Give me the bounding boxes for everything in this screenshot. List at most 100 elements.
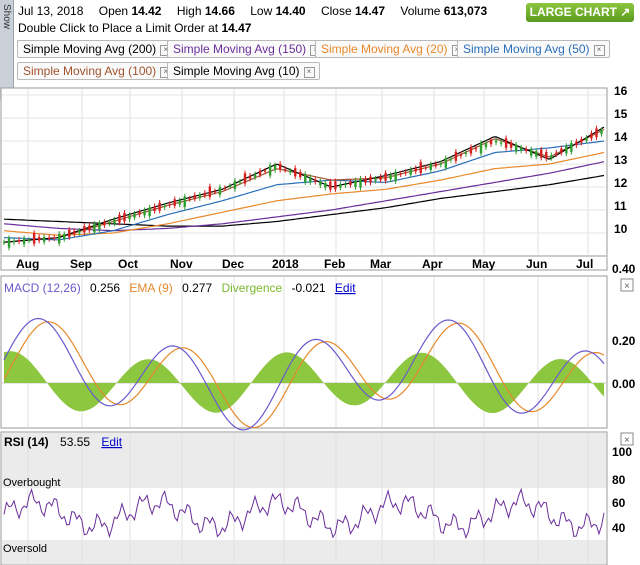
- candle-body: [535, 151, 538, 157]
- candle-body: [118, 214, 121, 223]
- candle-body: [138, 212, 141, 215]
- candle-body: [294, 168, 297, 177]
- candle-body: [103, 222, 106, 226]
- candle-body: [248, 175, 252, 179]
- limit-order-hint[interactable]: Double Click to Place a Limit Order at 1…: [18, 21, 252, 35]
- candle-body: [238, 181, 242, 183]
- candle-body: [128, 215, 131, 220]
- high-value: 14.66: [204, 4, 235, 18]
- month-label: Nov: [170, 257, 193, 271]
- macd-tick-label: 0.40: [612, 262, 636, 276]
- candle-body: [188, 198, 191, 200]
- candle-body: [304, 174, 307, 183]
- candle-body: [83, 226, 86, 233]
- candle-body: [545, 151, 548, 159]
- divergence-label: Divergence: [221, 281, 282, 295]
- candle-body: [68, 229, 71, 238]
- candle-body: [163, 205, 166, 208]
- divergence-value: -0.021: [292, 281, 326, 295]
- candle-body: [243, 173, 247, 184]
- candle-body: [374, 178, 377, 181]
- candle-body: [123, 212, 126, 222]
- candle-body: [47, 237, 51, 239]
- sma-50-button[interactable]: Simple Moving Avg (50) ×: [457, 40, 610, 58]
- candle-body: [585, 137, 588, 141]
- candle-body: [479, 142, 483, 154]
- candle-body: [258, 170, 262, 175]
- sma-200-label: Simple Moving Avg (200): [23, 42, 157, 56]
- candle-body: [580, 139, 583, 143]
- candle-body: [37, 236, 41, 241]
- candle-body: [489, 139, 493, 145]
- macd-close-icon[interactable]: [620, 278, 634, 292]
- rsi-tick-label: 100: [612, 445, 632, 459]
- candle-body: [213, 191, 217, 193]
- candle-body: [379, 176, 382, 180]
- candle-body: [168, 204, 171, 206]
- macd-edit-link[interactable]: Edit: [335, 281, 356, 295]
- candle-body: [504, 138, 508, 148]
- month-label: Jun: [526, 257, 547, 271]
- candle-body: [253, 174, 257, 178]
- candle-body: [329, 181, 332, 190]
- price-tick-label: 12: [614, 176, 628, 190]
- candle-body: [514, 144, 518, 152]
- candle-body: [178, 200, 181, 205]
- candle-body: [454, 151, 458, 161]
- candle-body: [148, 207, 151, 216]
- candle-body: [339, 184, 342, 188]
- large-chart-button[interactable]: LARGE CHART ↗: [526, 3, 634, 22]
- sma-200-button[interactable]: Simple Moving Avg (200) ×: [17, 40, 177, 58]
- candle-body: [364, 178, 367, 183]
- rsi-line: [3, 487, 605, 540]
- candle-body: [133, 213, 136, 218]
- price-tick-label: 14: [614, 130, 628, 144]
- price-tick-label: 10: [614, 222, 628, 236]
- month-label: Mar: [370, 257, 392, 271]
- sma-150-label: Simple Moving Avg (150): [173, 42, 307, 56]
- candle-body: [27, 239, 31, 241]
- candle-body: [324, 182, 327, 188]
- sma-10-button[interactable]: Simple Moving Avg (10) ×: [167, 62, 320, 80]
- volume-value: 613,073: [443, 4, 488, 18]
- month-label: Apr: [422, 257, 443, 271]
- high-label: High: [176, 4, 202, 18]
- close-icon[interactable]: ×: [624, 281, 630, 292]
- candle-body: [369, 176, 372, 183]
- rsi-close-icon[interactable]: [620, 432, 634, 446]
- quote-date: Jul 13, 2018: [18, 4, 84, 18]
- sma-20-button[interactable]: Simple Moving Avg (20)×: [315, 40, 468, 58]
- candle-body: [314, 179, 317, 182]
- sma-50-label: Simple Moving Avg (50): [463, 42, 590, 56]
- rsi-edit-link[interactable]: Edit: [101, 435, 122, 449]
- show-panel-tab[interactable]: Show: [0, 0, 14, 100]
- candle-body: [384, 172, 387, 181]
- candle-body: [499, 142, 503, 144]
- price-tick-label: 15: [614, 107, 628, 121]
- rsi-tick-label: 40: [612, 521, 626, 535]
- sma-100-button[interactable]: Simple Moving Avg (100) ×: [17, 62, 177, 80]
- candle-body: [459, 154, 463, 156]
- candle-body: [309, 177, 312, 183]
- candle-body: [7, 238, 11, 248]
- ema-label: EMA (9): [129, 281, 172, 295]
- close-icon[interactable]: ×: [624, 435, 630, 446]
- candle-body: [565, 145, 568, 154]
- candle-body: [158, 202, 161, 211]
- rsi-overbought-zone: [2, 433, 606, 488]
- close-icon[interactable]: ×: [593, 45, 605, 56]
- candle-body: [228, 186, 232, 188]
- ema-line: [3, 321, 605, 429]
- candle-body: [2, 242, 6, 244]
- candle-body: [519, 147, 523, 151]
- candle-body: [198, 194, 202, 199]
- macd-tick-label: 0.00: [612, 377, 636, 391]
- month-label: Oct: [118, 257, 138, 271]
- candle-body: [570, 142, 573, 152]
- candle-body: [394, 171, 397, 182]
- candle-body: [529, 149, 533, 156]
- close-icon[interactable]: ×: [303, 67, 315, 78]
- candle-body: [419, 162, 422, 174]
- candle-body: [319, 181, 322, 186]
- low-value: 14.40: [275, 4, 306, 18]
